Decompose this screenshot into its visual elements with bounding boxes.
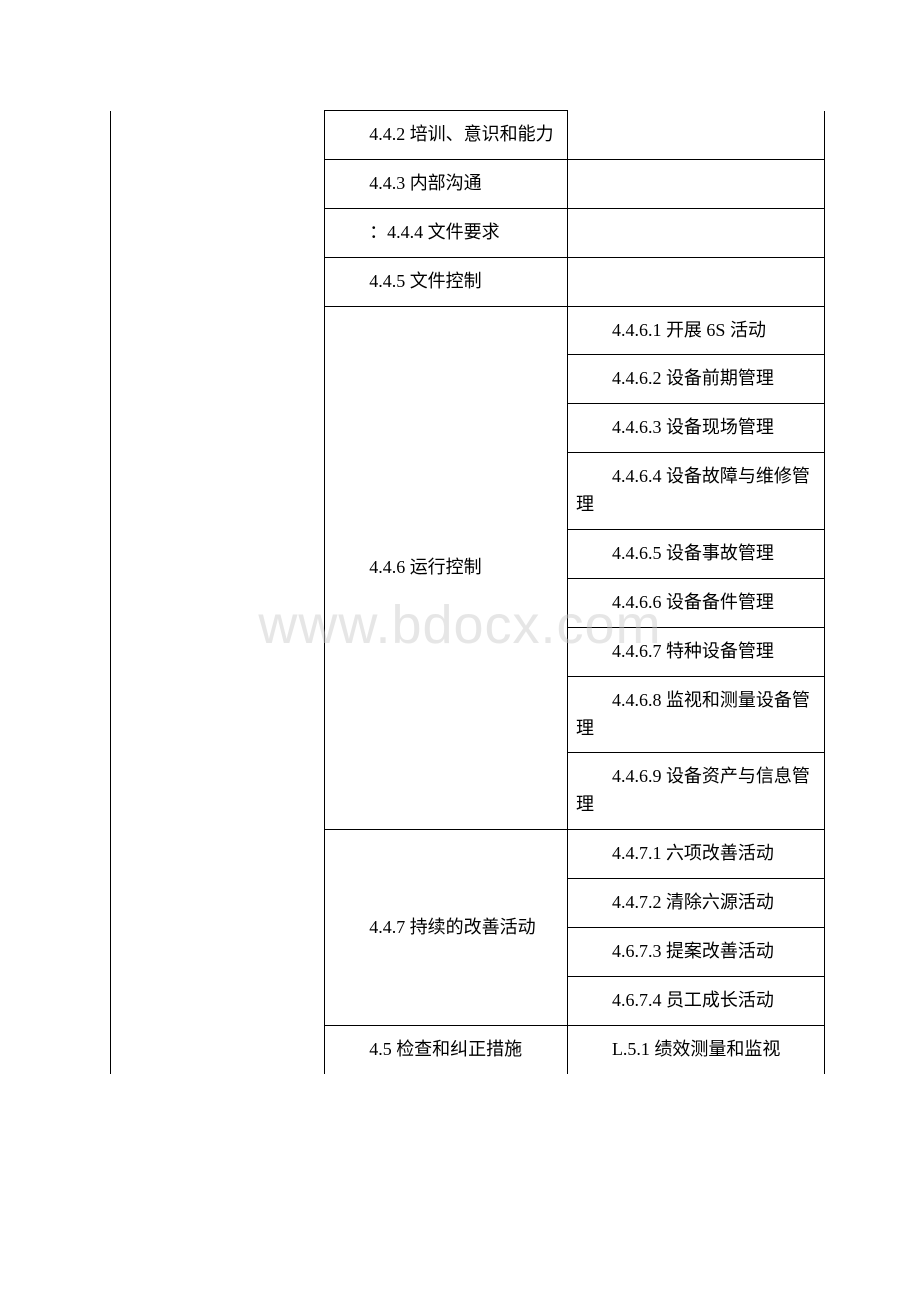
table-row: 4.4.2 培训、意识和能力 [111,111,825,160]
cell-col2-span: 4.4.7 持续的改善活动 [325,830,568,1026]
cell-col3: 4.4.6.7 特种设备管理 [567,627,824,676]
document-page: 4.4.2 培训、意识和能力 4.4.3 内部沟通 ：4.4.4 文件要求 4.… [0,0,920,1074]
cell-col3: 4.4.6.5 设备事故管理 [567,530,824,579]
cell-col3 [567,159,824,208]
cell-col3: 4.4.6.2 设备前期管理 [567,355,824,404]
table-body: 4.4.2 培训、意识和能力 4.4.3 内部沟通 ：4.4.4 文件要求 4.… [111,111,825,1074]
cell-col1: 4.5 检查和纠正措施 [325,1025,568,1073]
cell-col3: 4.6.7.4 员工成长活动 [567,976,824,1025]
cell-col3: 4.4.6.8 监视和测量设备管理 [567,676,824,753]
cell-col1-span [111,111,325,1074]
cell-col3: 4.4.6.4 设备故障与维修管理 [567,453,824,530]
cell-col2: 4.4.3 内部沟通 [325,159,568,208]
cell-col3: 4.4.6.3 设备现场管理 [567,404,824,453]
cell-col3: 4.4.7.2 清除六源活动 [567,879,824,928]
cell-col3: 4.4.6.1 开展 6S 活动 [567,306,824,355]
cell-col3: 4.4.6.6 设备备件管理 [567,578,824,627]
cell-col3 [567,208,824,257]
cell-col3: 4.4.7.1 六项改善活动 [567,830,824,879]
cell-col3: 4.6.7.3 提案改善活动 [567,928,824,977]
cell-col2-span: 4.4.6 运行控制 [325,306,568,830]
cell-col3: 4.4.6.9 设备资产与信息管理 [567,753,824,830]
cell-col2: 4.4.2 培训、意识和能力 [325,111,568,160]
cell-col2: ：4.4.4 文件要求 [325,208,568,257]
cell-col3 [567,257,824,306]
content-table: 4.4.2 培训、意识和能力 4.4.3 内部沟通 ：4.4.4 文件要求 4.… [110,110,825,1074]
cell-col2: 4.4.5 文件控制 [325,257,568,306]
cell-col3 [567,111,824,160]
cell-col2: L.5.1 绩效测量和监视 [567,1025,824,1073]
